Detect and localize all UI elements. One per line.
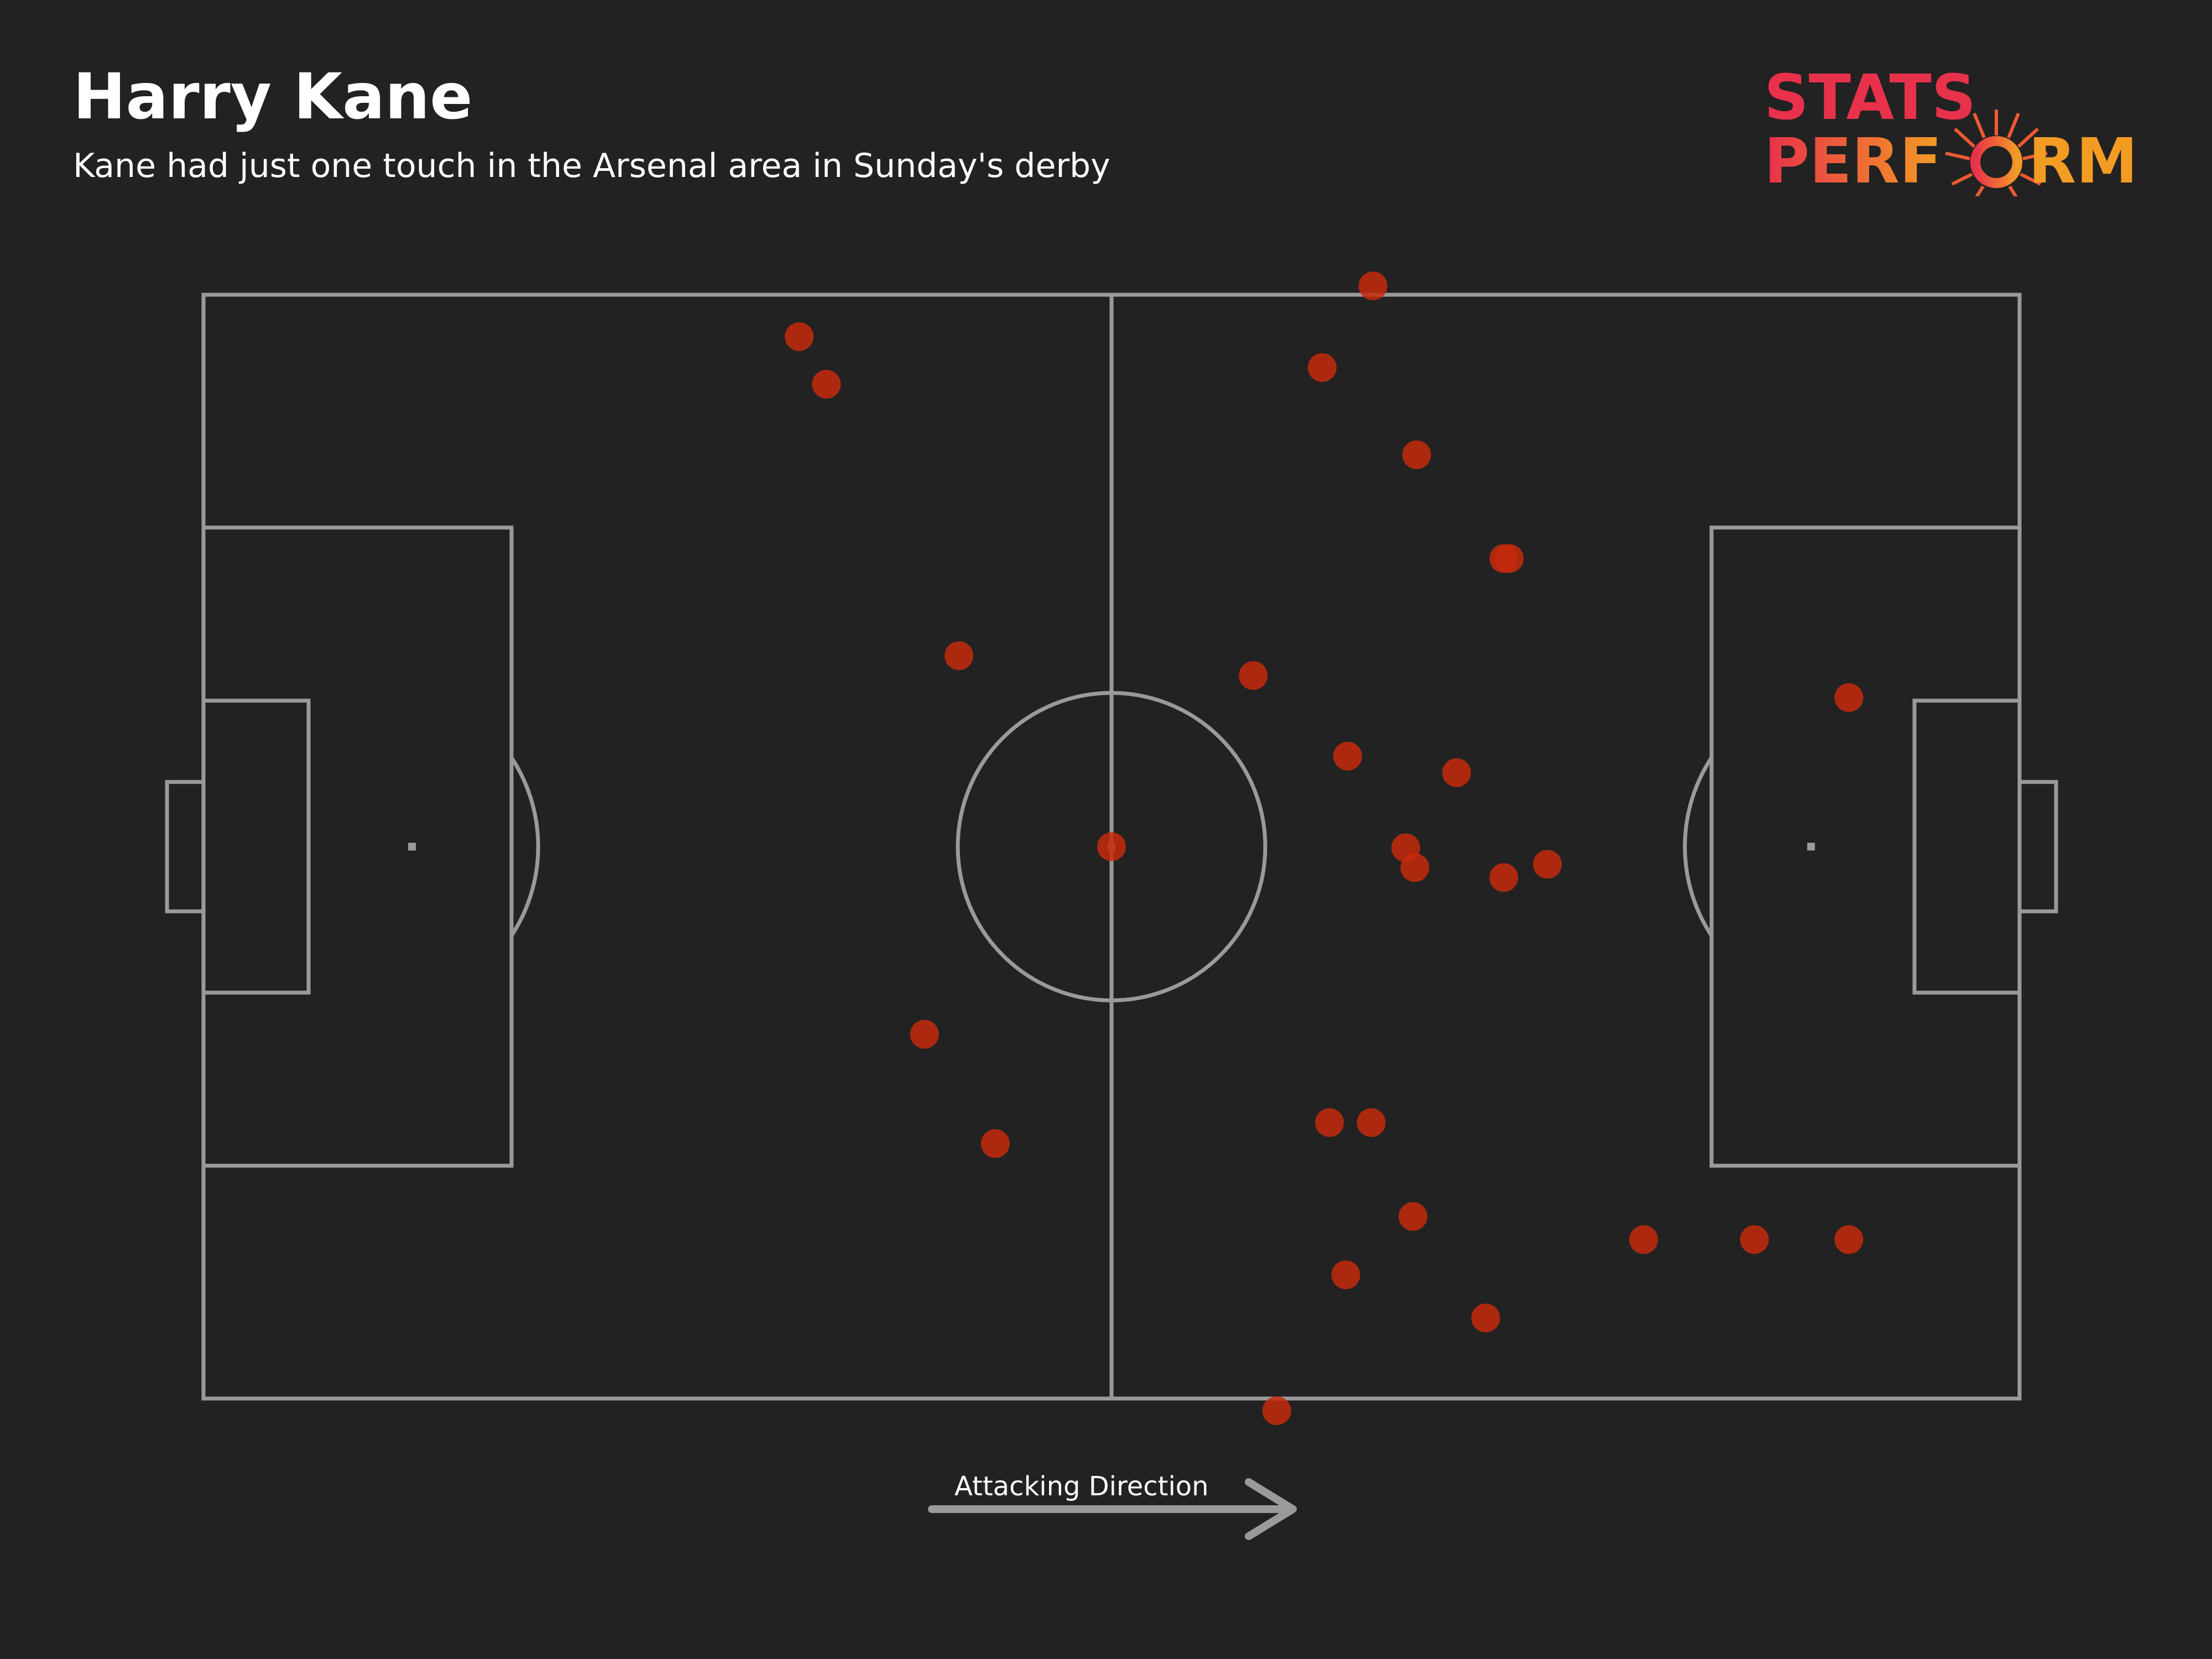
touch-point-4: [1307, 353, 1337, 382]
left-penalty-area: [201, 525, 514, 1168]
page-title: Harry Kane: [73, 60, 473, 133]
logo-graphic: STATS PERF RM: [1764, 64, 2138, 196]
touch-point-26: [1331, 1260, 1360, 1290]
left-goal: [165, 780, 206, 914]
right-six-yard-box: [1912, 698, 2022, 995]
page-subtitle: Kane had just one touch in the Arsenal a…: [73, 147, 1110, 185]
right-penalty-arc: [1683, 757, 1713, 937]
touch-point-22: [1399, 1202, 1428, 1231]
touch-point-28: [1262, 1396, 1291, 1425]
touch-points: [785, 272, 1864, 1425]
touch-point-1: [785, 322, 814, 351]
touch-point-11: [1333, 742, 1362, 771]
touch-point-24: [1740, 1225, 1769, 1254]
attacking-direction-label: Attacking Direction: [954, 1471, 1209, 1502]
right-penalty-spot: [1807, 843, 1815, 851]
attacking-direction-arrow-icon: [928, 1478, 1297, 1540]
touch-point-17: [1533, 849, 1562, 879]
touch-point-2: [812, 369, 841, 399]
pitch-markings: [165, 293, 2058, 1401]
touch-point-5: [1402, 440, 1431, 469]
touch-point-9: [1239, 661, 1268, 690]
touch-point-21: [1357, 1108, 1386, 1137]
touch-point-12: [1442, 758, 1471, 787]
touch-point-27: [1471, 1303, 1500, 1333]
stats-perform-logo: STATS PERF RM: [1764, 64, 2140, 196]
logo-burst-icon: [1945, 109, 2048, 196]
touch-point-16: [1489, 863, 1519, 892]
touch-point-23: [1629, 1225, 1658, 1254]
right-goal: [2017, 780, 2058, 914]
touch-point-20: [1315, 1108, 1344, 1137]
touch-point-19: [980, 1129, 1010, 1158]
touch-point-8: [945, 641, 974, 670]
centre-circle: [956, 691, 1267, 1003]
touch-point-13: [1097, 832, 1126, 861]
touch-point-15: [1400, 853, 1430, 882]
touch-point-3: [1358, 272, 1387, 300]
touch-point-7: [1495, 544, 1524, 573]
right-penalty-area: [1709, 525, 2022, 1168]
touch-point-10: [1834, 683, 1864, 712]
left-penalty-spot: [408, 843, 416, 851]
logo-line2-a: PERF: [1764, 126, 1942, 196]
touch-point-18: [910, 1020, 939, 1049]
left-six-yard-box: [201, 698, 311, 995]
logo-line1: STATS: [1764, 64, 1976, 134]
touch-point-25: [1834, 1225, 1864, 1254]
logo-line2-b: RM: [2028, 126, 2138, 196]
left-penalty-arc: [510, 757, 540, 937]
